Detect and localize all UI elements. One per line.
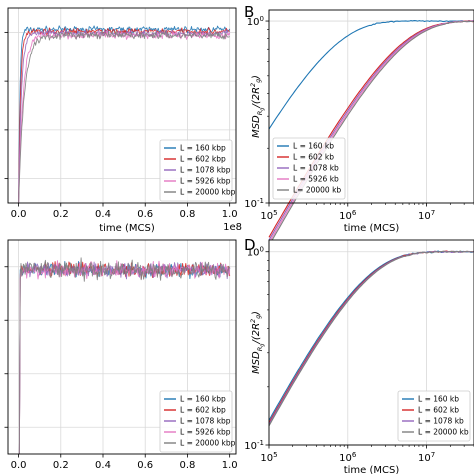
panel-letter-d: D [244,236,256,254]
plot-frame [7,7,237,204]
x-axis-label: time (MCS) [99,223,155,234]
legend-box [272,137,346,200]
x-tick-label: 0.4 [95,209,111,220]
panel-letter-b: B [244,3,254,21]
x-tick-label: 106 [339,209,357,222]
x-tick-label: 106 [339,451,357,464]
x-tick-label: 0.2 [53,209,69,220]
plot-frame [7,239,237,455]
legend-entry: L = 1078 kbp [180,166,231,175]
panel-b: 105 106 107 10-1 100 time (MCS) MSDRg/(2R2g) L … [244,9,474,246]
x-tick-label: 0.2 [53,460,69,471]
legend-box [397,390,471,442]
y-tick-label: 100 [247,15,264,28]
x-tick-label: 105 [260,451,277,464]
y-axis-label: MSDRg/(2R2g) [249,75,266,138]
x-tick-label: 107 [418,451,435,464]
legend-entry: L = 20000 kbp [180,188,236,197]
legend-entry: L = 5926 kbp [180,177,231,186]
legend-box [159,139,233,202]
x-axis-label: time (MCS) [344,223,400,234]
plot-frame [268,239,474,446]
series-line [18,260,231,455]
legend-entry: L = 1078 kbp [180,417,231,426]
y-axis-label: MSDRg/(2R2g) [249,311,266,374]
y-tick-label: 10-1 [244,439,264,452]
legend-entry: L = 1078 kb [293,164,339,173]
x-tick-label: 1.0 [222,209,238,220]
legend-entry: L = 5926 kb [293,175,339,184]
legend-entry: L = 160 kb [418,395,459,404]
legend-box [159,390,233,453]
legend-entry: L = 160 kbp [180,395,226,404]
legend-entry: L = 20000 kb [418,428,469,437]
series-line [268,250,474,427]
x-tick-label: 105 [260,209,277,222]
series-line [18,257,231,455]
x-tick-label: 1.0 [222,460,238,471]
x-offset-text: 1e8 [223,222,242,233]
x-axis-label: time (MCS) [344,465,400,474]
legend-entry: L = 160 kbp [180,144,226,153]
y-tick-label: 10-1 [244,197,264,210]
x-tick-label: 0.6 [137,460,153,471]
panel-a: 0.0 0.2 0.4 0.6 0.8 1.0 1e8 time (MCS) L = 160 k… [4,7,242,234]
series-line [18,30,230,204]
legend-entry: L = 160 kb [293,142,334,151]
legend-entry: L = 602 kb [293,153,334,162]
x-tick-label: 0.0 [11,209,27,220]
legend-entry: L = 602 kb [418,406,459,415]
x-tick-label: 0.0 [11,460,27,471]
series-line [268,20,474,130]
legend-entry: L = 1078 kb [418,417,464,426]
legend-entry: L = 5926 kbp [180,428,231,437]
legend-entry: L = 602 kbp [180,406,226,415]
x-tick-label: 0.8 [179,460,195,471]
y-tick-label: 100 [247,246,264,259]
legend-entry: L= 20000 kb [293,186,341,195]
x-tick-label: 0.6 [137,209,153,220]
x-tick-label: 107 [418,209,435,222]
plot-frame [268,9,474,204]
legend-entry: L = 602 kbp [180,155,226,164]
x-tick-label: 0.8 [179,209,195,220]
x-tick-label: 0.4 [95,460,111,471]
legend-entry: L = 20000 kbp [180,439,236,448]
panel-d: 105 106 107 10-1 100 time (MCS) MSDRg/(2R2g) L … [244,239,474,474]
series-line [18,25,231,204]
